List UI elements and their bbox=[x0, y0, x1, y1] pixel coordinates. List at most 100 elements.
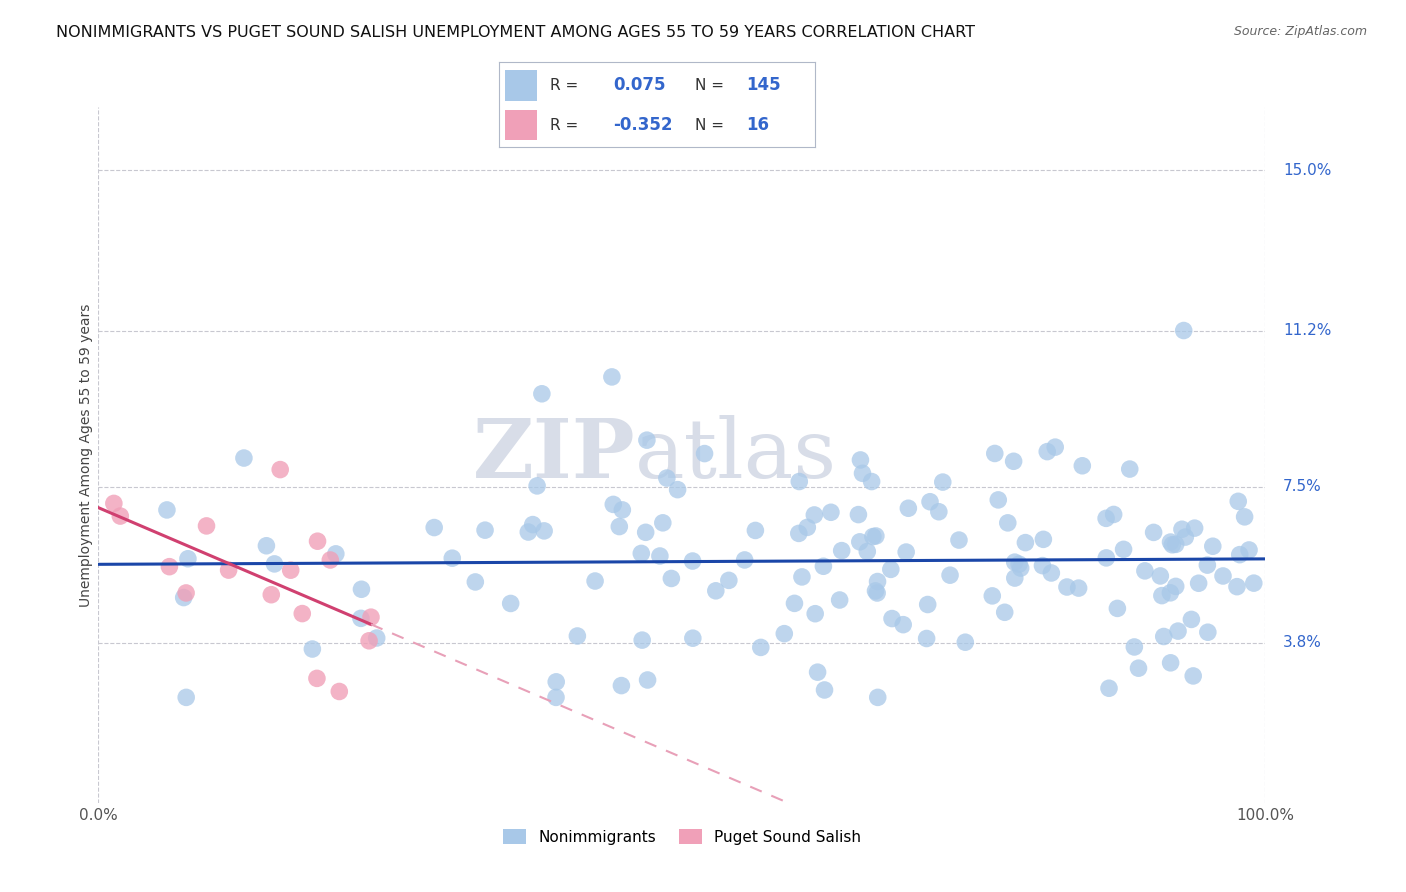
Point bbox=[915, 632, 938, 646]
Point bbox=[1128, 661, 1150, 675]
Point bbox=[918, 494, 941, 508]
Point bbox=[1040, 566, 1063, 580]
Point bbox=[607, 519, 630, 533]
Point bbox=[1102, 508, 1125, 522]
Text: N =: N = bbox=[695, 78, 724, 93]
Point bbox=[682, 554, 704, 568]
Point bbox=[1153, 630, 1175, 644]
Point bbox=[1161, 538, 1184, 552]
Point bbox=[717, 574, 740, 588]
Point bbox=[659, 571, 682, 585]
Point bbox=[896, 545, 918, 559]
Point bbox=[851, 467, 873, 481]
Point bbox=[110, 509, 132, 524]
Point bbox=[787, 475, 810, 489]
Point bbox=[796, 520, 818, 534]
Point bbox=[880, 611, 903, 625]
Point bbox=[804, 607, 827, 621]
Point bbox=[174, 690, 197, 705]
Point bbox=[981, 589, 1004, 603]
Point bbox=[1197, 558, 1219, 573]
Point bbox=[682, 631, 704, 645]
Point bbox=[866, 586, 889, 600]
Y-axis label: Unemployment Among Ages 55 to 59 years: Unemployment Among Ages 55 to 59 years bbox=[79, 303, 93, 607]
Point bbox=[474, 523, 496, 537]
Point bbox=[862, 530, 884, 544]
Point bbox=[1133, 564, 1156, 578]
Point bbox=[307, 534, 329, 549]
Point bbox=[693, 446, 716, 460]
Point bbox=[602, 497, 624, 511]
Text: 3.8%: 3.8% bbox=[1282, 635, 1322, 650]
Point bbox=[634, 525, 657, 540]
Point bbox=[831, 543, 853, 558]
Point bbox=[1002, 454, 1025, 468]
Point bbox=[174, 586, 197, 600]
Point bbox=[254, 539, 277, 553]
Point bbox=[1067, 581, 1090, 595]
Point bbox=[328, 684, 350, 698]
Point bbox=[773, 626, 796, 640]
Text: N =: N = bbox=[695, 118, 724, 133]
Point bbox=[1160, 535, 1182, 549]
Point bbox=[464, 574, 486, 589]
Point bbox=[928, 505, 950, 519]
Point bbox=[849, 534, 872, 549]
Point bbox=[173, 591, 195, 605]
Point bbox=[218, 563, 240, 577]
Point bbox=[651, 516, 673, 530]
Point bbox=[1202, 539, 1225, 553]
Point bbox=[1107, 601, 1129, 615]
Point bbox=[1149, 569, 1171, 583]
Text: 0.075: 0.075 bbox=[613, 77, 665, 95]
Point bbox=[848, 508, 870, 522]
Point bbox=[1071, 458, 1094, 473]
Point bbox=[1159, 586, 1181, 600]
Point bbox=[263, 557, 285, 571]
Point bbox=[860, 475, 883, 489]
Point bbox=[1032, 533, 1054, 547]
Point bbox=[544, 690, 567, 705]
Point bbox=[1010, 561, 1032, 575]
Point bbox=[866, 690, 889, 705]
Point bbox=[813, 559, 835, 574]
Point bbox=[319, 553, 342, 567]
Point bbox=[103, 496, 125, 510]
Point bbox=[441, 551, 464, 566]
Point bbox=[291, 607, 314, 621]
Point bbox=[360, 610, 382, 624]
Point bbox=[1188, 576, 1211, 591]
Point bbox=[1056, 580, 1078, 594]
Point bbox=[630, 546, 652, 560]
Point bbox=[1095, 550, 1118, 565]
Text: Source: ZipAtlas.com: Source: ZipAtlas.com bbox=[1233, 25, 1367, 38]
Point bbox=[1123, 640, 1146, 654]
Point bbox=[546, 674, 568, 689]
Point bbox=[984, 446, 1007, 460]
Point bbox=[813, 683, 835, 698]
Point bbox=[1197, 625, 1219, 640]
Point bbox=[567, 629, 589, 643]
Point bbox=[301, 642, 323, 657]
Point bbox=[1182, 669, 1205, 683]
Point bbox=[350, 582, 373, 597]
Point bbox=[350, 611, 373, 625]
Text: 16: 16 bbox=[745, 116, 769, 134]
Point bbox=[583, 574, 606, 588]
Point bbox=[880, 562, 903, 576]
Point bbox=[1014, 535, 1036, 549]
Point bbox=[530, 386, 553, 401]
Text: atlas: atlas bbox=[636, 415, 838, 495]
Point bbox=[734, 553, 756, 567]
Point bbox=[849, 453, 872, 467]
Point bbox=[1150, 589, 1173, 603]
Point bbox=[994, 605, 1017, 619]
Point bbox=[533, 524, 555, 538]
Legend: Nonimmigrants, Puget Sound Salish: Nonimmigrants, Puget Sound Salish bbox=[496, 822, 868, 851]
Point bbox=[790, 570, 813, 584]
Point bbox=[1184, 521, 1206, 535]
Point bbox=[156, 503, 179, 517]
Point bbox=[636, 433, 658, 447]
Point bbox=[744, 524, 766, 538]
Point bbox=[600, 370, 623, 384]
